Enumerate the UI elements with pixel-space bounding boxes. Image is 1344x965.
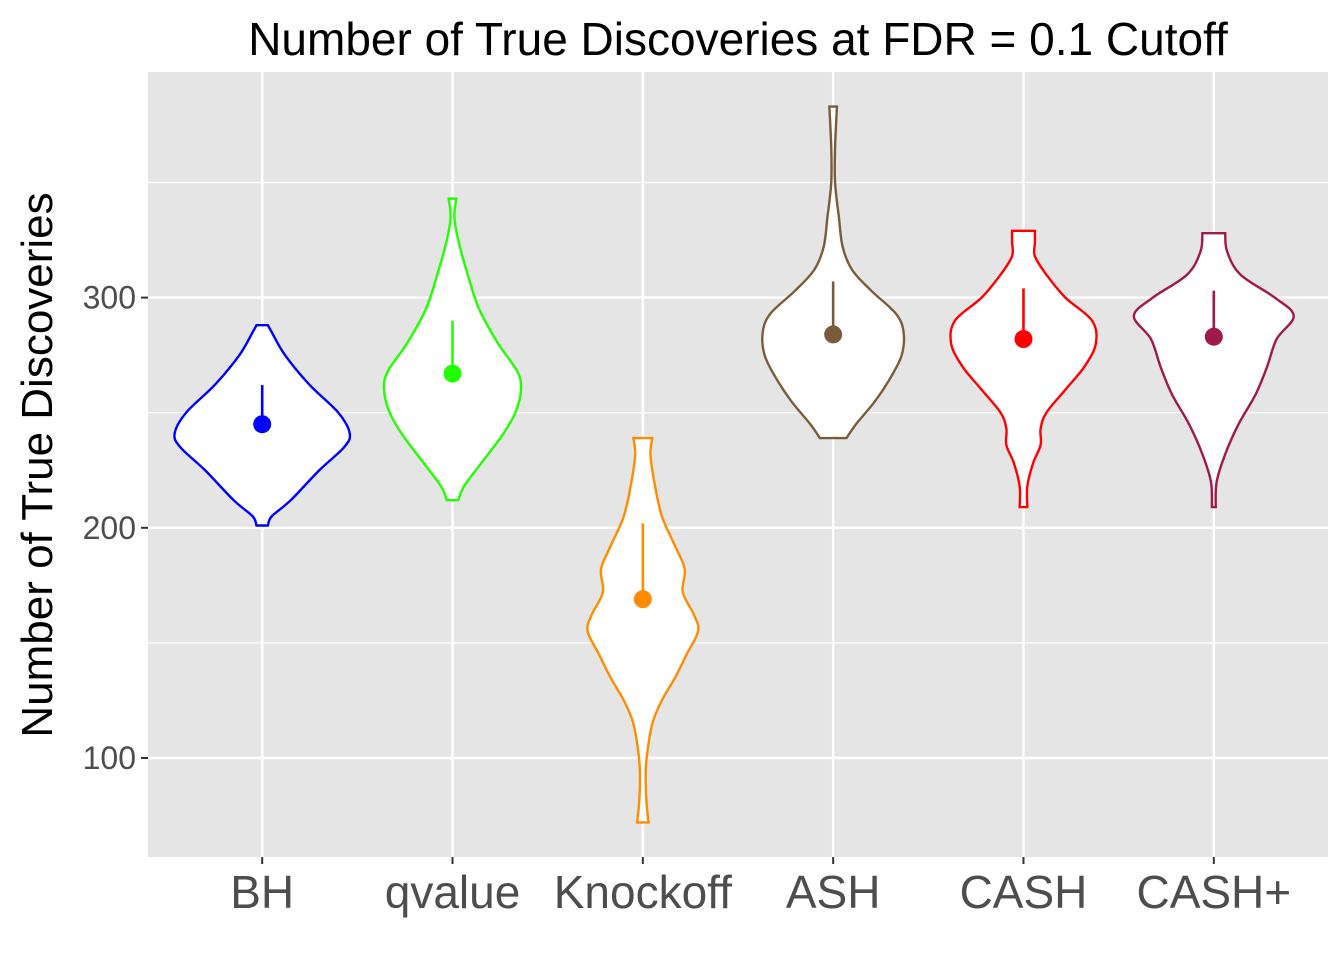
- violin-qvalue: [382, 197, 523, 502]
- violin-bh: [173, 324, 352, 527]
- x-tick-label: ASH: [786, 866, 881, 918]
- violin-knockoff: [586, 436, 700, 824]
- violin-outline: [586, 436, 700, 824]
- y-tick-label: 300: [83, 280, 136, 316]
- violin-outline: [949, 229, 1098, 509]
- x-tick-label: qvalue: [385, 866, 521, 918]
- plot-panel: [148, 72, 1328, 857]
- y-tick-label: 100: [83, 740, 136, 776]
- point-marker: [824, 325, 843, 344]
- violin-ash: [761, 105, 906, 440]
- x-tick-label: BH: [230, 866, 294, 918]
- point-marker: [633, 590, 652, 609]
- point-marker: [1014, 330, 1033, 349]
- violins: [173, 105, 1295, 824]
- violin-outline: [1132, 231, 1295, 509]
- x-axis: BH qvalue Knockoff ASH CASH CASH+: [230, 857, 1291, 918]
- x-tick-label: CASH: [960, 866, 1088, 918]
- point-marker: [253, 415, 272, 434]
- chart-title: Number of True Discoveries at FDR = 0.1 …: [248, 13, 1228, 65]
- violin-cash: [949, 229, 1098, 509]
- violin-cash-plus: [1132, 231, 1295, 509]
- y-axis: 100 200 300: [83, 280, 148, 776]
- y-tick-label: 200: [83, 510, 136, 546]
- y-axis-label: Number of True Discoveries: [13, 192, 62, 737]
- violin-outline: [761, 105, 906, 440]
- x-tick-label: Knockoff: [554, 866, 732, 918]
- x-tick-label: CASH+: [1136, 866, 1291, 918]
- point-marker: [443, 364, 462, 383]
- point-marker: [1204, 327, 1223, 346]
